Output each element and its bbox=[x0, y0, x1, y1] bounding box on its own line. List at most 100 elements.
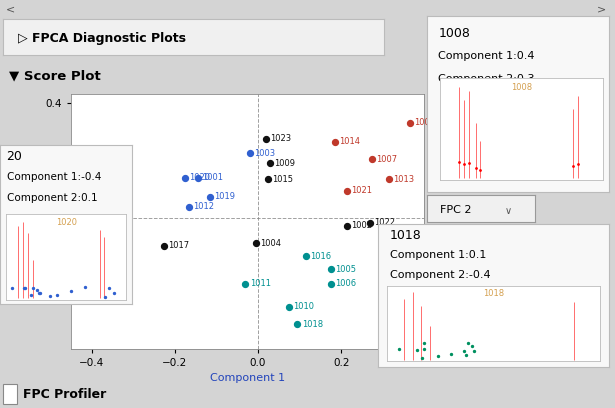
Point bbox=[326, 266, 336, 273]
Text: FPC 2: FPC 2 bbox=[440, 205, 472, 215]
Point bbox=[446, 351, 456, 358]
Text: Component 1:-0.4: Component 1:-0.4 bbox=[7, 172, 101, 182]
Point bbox=[433, 353, 443, 359]
Point bbox=[109, 289, 119, 296]
Point bbox=[573, 160, 583, 167]
Text: 1004: 1004 bbox=[260, 239, 281, 248]
Text: ∨: ∨ bbox=[505, 206, 512, 216]
Point bbox=[34, 289, 44, 296]
Text: >: > bbox=[597, 4, 606, 14]
Point bbox=[419, 346, 429, 352]
Point bbox=[463, 340, 473, 346]
Text: Component 1:0.4: Component 1:0.4 bbox=[438, 51, 535, 62]
Point bbox=[459, 161, 469, 168]
Point bbox=[367, 156, 377, 162]
Point bbox=[45, 292, 55, 299]
Text: 1011: 1011 bbox=[250, 279, 271, 288]
Text: 1017: 1017 bbox=[169, 242, 189, 251]
X-axis label: Component 1: Component 1 bbox=[210, 373, 285, 384]
Point bbox=[66, 287, 76, 294]
Text: 1020: 1020 bbox=[55, 219, 77, 228]
Text: ▼ Score Plot: ▼ Score Plot bbox=[9, 69, 101, 82]
Point bbox=[417, 355, 427, 361]
Text: 1008: 1008 bbox=[438, 27, 470, 40]
Point bbox=[104, 285, 114, 291]
Text: FPC Profiler: FPC Profiler bbox=[23, 388, 106, 401]
Text: 1021: 1021 bbox=[352, 186, 373, 195]
Text: 1002: 1002 bbox=[352, 221, 373, 230]
Bar bbox=[3, 384, 17, 404]
Text: 1009: 1009 bbox=[274, 159, 296, 168]
Point bbox=[405, 120, 415, 126]
Point bbox=[384, 176, 394, 183]
Point bbox=[301, 253, 311, 259]
Y-axis label: Component 2: Component 2 bbox=[29, 184, 39, 259]
Point bbox=[251, 240, 261, 246]
Point bbox=[419, 340, 429, 346]
Point bbox=[266, 160, 276, 166]
Text: ▷ FPCA Diagnostic Plots: ▷ FPCA Diagnostic Plots bbox=[18, 32, 186, 45]
Point bbox=[19, 285, 29, 291]
Text: 1007: 1007 bbox=[376, 155, 398, 164]
Point bbox=[240, 280, 250, 287]
Text: 1008: 1008 bbox=[510, 82, 532, 92]
Point bbox=[284, 304, 294, 310]
Text: 1018: 1018 bbox=[390, 228, 421, 242]
Point bbox=[184, 204, 194, 210]
Text: 20: 20 bbox=[7, 150, 23, 163]
Point bbox=[159, 243, 169, 249]
Text: 1018: 1018 bbox=[483, 289, 504, 298]
Point bbox=[330, 138, 340, 145]
Point bbox=[343, 222, 352, 229]
Text: 1014: 1014 bbox=[339, 137, 360, 146]
Point bbox=[467, 343, 477, 349]
Text: Component 1:0.1: Component 1:0.1 bbox=[390, 250, 486, 260]
Point bbox=[412, 346, 422, 353]
Point bbox=[469, 348, 479, 355]
Text: 1019: 1019 bbox=[214, 192, 236, 201]
Text: 1020: 1020 bbox=[189, 173, 210, 182]
Point bbox=[365, 220, 375, 226]
Point bbox=[475, 167, 485, 174]
Point bbox=[568, 162, 577, 169]
Point bbox=[52, 292, 62, 299]
Text: 1013: 1013 bbox=[393, 175, 415, 184]
Text: 1023: 1023 bbox=[271, 134, 292, 143]
Text: 1003: 1003 bbox=[254, 149, 275, 158]
Point bbox=[32, 287, 42, 294]
Point bbox=[79, 284, 89, 291]
Text: 1012: 1012 bbox=[194, 202, 215, 211]
Point bbox=[470, 164, 480, 171]
Text: 1008: 1008 bbox=[414, 118, 435, 127]
Point bbox=[100, 294, 109, 300]
Text: Component 2:0.3: Component 2:0.3 bbox=[438, 74, 535, 84]
Text: 1016: 1016 bbox=[310, 252, 331, 261]
Text: Component 2:-0.4: Component 2:-0.4 bbox=[390, 270, 490, 280]
Point bbox=[293, 321, 303, 328]
Point bbox=[245, 150, 255, 157]
Point bbox=[28, 284, 38, 291]
Point bbox=[7, 284, 17, 291]
Point bbox=[459, 347, 469, 354]
Point bbox=[326, 280, 336, 287]
Text: 1005: 1005 bbox=[335, 265, 356, 274]
Point bbox=[343, 188, 352, 194]
Text: 1006: 1006 bbox=[335, 279, 356, 288]
Point bbox=[464, 160, 474, 166]
Point bbox=[35, 290, 45, 297]
Point bbox=[180, 175, 190, 181]
Point bbox=[461, 352, 470, 358]
Point bbox=[261, 135, 271, 142]
Text: Component 2:0.1: Component 2:0.1 bbox=[7, 193, 97, 203]
Text: 1010: 1010 bbox=[293, 302, 314, 311]
Point bbox=[394, 346, 403, 352]
Text: 1018: 1018 bbox=[301, 320, 323, 329]
Point bbox=[263, 176, 273, 183]
Text: 1022: 1022 bbox=[375, 218, 395, 227]
Text: <: < bbox=[6, 4, 15, 14]
Point bbox=[20, 284, 30, 291]
Point bbox=[454, 159, 464, 166]
Point bbox=[26, 292, 36, 298]
Text: 1015: 1015 bbox=[272, 175, 293, 184]
Point bbox=[205, 193, 215, 200]
